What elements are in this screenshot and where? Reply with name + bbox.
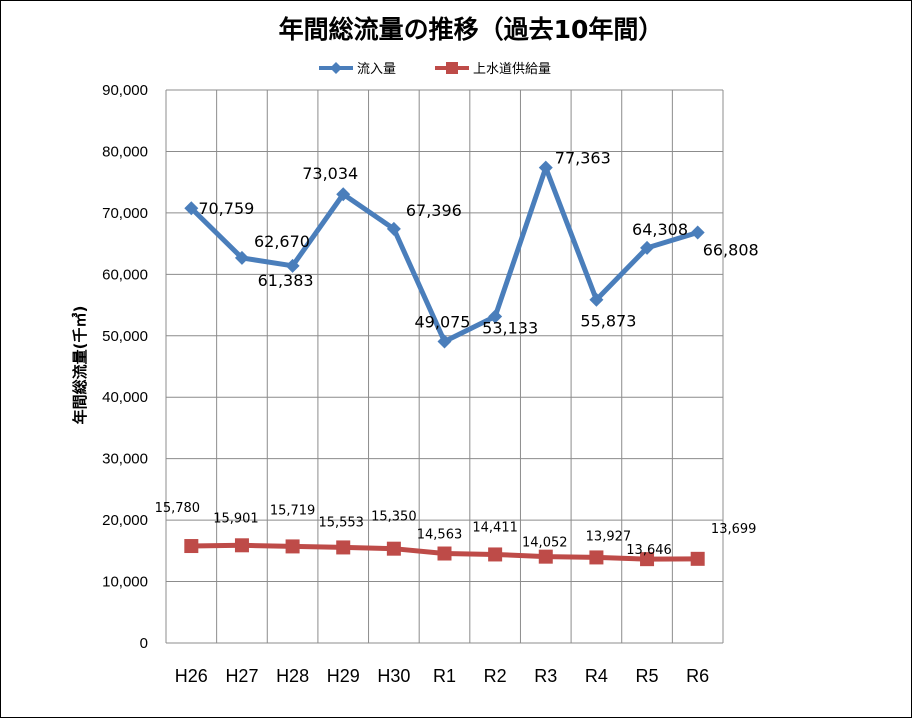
data-point [285,258,300,273]
data-label: 55,873 [580,312,636,331]
grid [165,89,724,644]
x-tick-label: R5 [636,666,659,686]
x-tick-label: R6 [686,666,709,686]
x-tick-label: R3 [534,666,557,686]
data-label: 14,052 [522,536,568,551]
x-tick-label: H29 [327,666,360,686]
series-group [184,160,705,567]
data-point [437,334,452,349]
data-point [184,539,199,554]
data-label: 77,363 [555,149,611,168]
data-label: 67,396 [406,201,462,220]
data-label: 15,780 [155,501,201,516]
legend-marker [330,62,342,74]
data-point [336,540,351,555]
y-tick-label: 20,000 [102,512,148,529]
x-tick-label: H27 [225,666,258,686]
y-tick-label: 90,000 [102,82,148,99]
data-point [386,221,401,236]
data-point [640,240,655,255]
data-label: 66,808 [703,241,759,260]
data-point [640,552,655,567]
data-point [234,538,249,553]
data-point [184,201,199,216]
x-tick-label: R1 [433,666,456,686]
data-point [690,225,705,240]
chart-title: 年間総流量の推移（過去10年間） [279,15,664,44]
data-label: 62,670 [254,232,310,251]
legend: 流入量 上水道供給量 [319,62,551,77]
data-point [589,292,604,307]
y-axis-label: 年間総流量(千㎥) [71,306,89,425]
data-label: 13,699 [711,522,757,537]
data-label: 53,133 [482,319,538,338]
y-tick-label: 40,000 [102,389,148,406]
legend-item: 上水道供給量 [435,62,551,77]
legend-marker [446,62,458,74]
data-label: 14,563 [417,528,463,543]
y-tick-label: 60,000 [102,266,148,283]
data-label: 64,308 [632,220,688,239]
data-point [336,187,351,202]
data-point [234,250,249,265]
data-point [538,160,553,175]
y-tick-label: 70,000 [102,205,148,222]
data-label: 15,553 [318,515,364,530]
data-label: 14,411 [472,520,518,535]
legend-item: 流入量 [319,62,396,77]
y-axis: 0 10,000 20,000 30,000 40,000 50,000 60,000 70,… [102,82,148,652]
data-label: 49,075 [415,312,471,331]
data-point [285,539,300,554]
data-label: 61,383 [258,271,314,290]
data-label: 73,034 [302,164,358,183]
data-point [538,549,553,564]
data-point [488,309,503,324]
data-label: 15,719 [270,503,316,518]
data-point [386,541,401,556]
x-tick-label: H26 [175,666,208,686]
data-label: 70,759 [198,199,254,218]
x-tick-label: H28 [276,666,309,686]
data-label: 13,927 [586,529,632,544]
y-tick-label: 0 [140,635,148,652]
data-label: 13,646 [626,543,672,558]
y-tick-label: 80,000 [102,143,148,160]
x-tick-label: R4 [585,666,608,686]
x-axis: H26 H27 H28 H29 H30 R1 R2 R3 R4 R5 R6 [175,666,709,686]
data-point [488,547,503,562]
x-tick-label: R2 [484,666,507,686]
legend-label: 上水道供給量 [473,62,551,77]
y-tick-label: 50,000 [102,328,148,345]
data-label: 15,901 [213,511,259,526]
data-point [589,550,604,565]
y-tick-label: 10,000 [102,574,148,591]
y-tick-label: 30,000 [102,451,148,468]
data-point [437,546,452,561]
x-tick-label: H30 [377,666,410,686]
data-label: 15,350 [371,510,417,525]
data-point [690,551,705,566]
legend-label: 流入量 [357,62,396,77]
